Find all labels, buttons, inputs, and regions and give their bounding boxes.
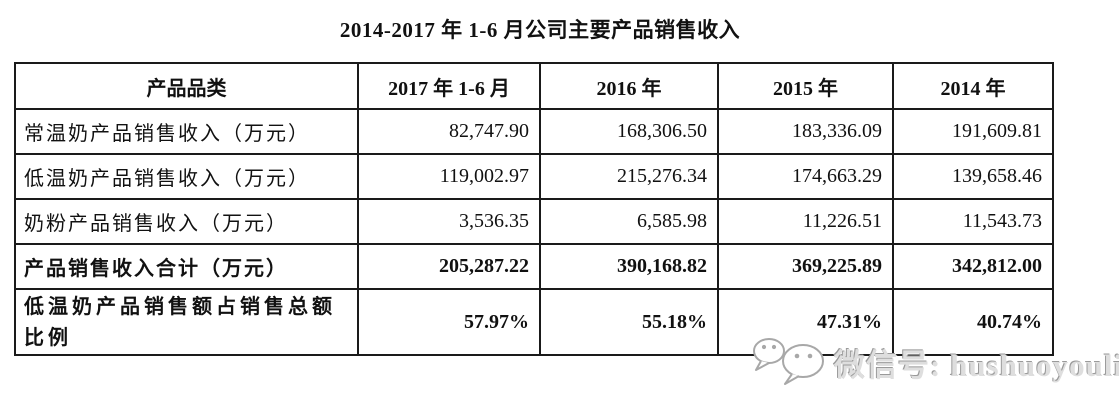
table-header-row: 产品品类 2017 年 1-6 月 2016 年 2015 年 2014 年 — [14, 62, 1054, 110]
cell-value: 205,287.22 — [357, 243, 541, 290]
row-label: 奶粉产品销售收入（万元） — [14, 198, 359, 245]
cell-value: 82,747.90 — [357, 108, 541, 155]
cell-value: 55.18% — [539, 288, 719, 356]
watermark-text: 微信号: hushuoyouli8 — [834, 347, 1119, 383]
page-title: 2014-2017 年 1-6 月公司主要产品销售收入 — [339, 18, 741, 42]
cell-value: 11,543.73 — [892, 198, 1054, 245]
cell-value: 215,276.34 — [539, 153, 719, 200]
table-row: 常温奶产品销售收入（万元） 82,747.90 168,306.50 183,3… — [14, 108, 1054, 155]
wechat-icon — [753, 338, 824, 385]
cell-value: 11,226.51 — [717, 198, 894, 245]
table-row: 低温奶产品销售收入（万元） 119,002.97 215,276.34 174,… — [14, 153, 1054, 200]
table-row: 奶粉产品销售收入（万元） 3,536.35 6,585.98 11,226.51… — [14, 198, 1054, 245]
cell-value: 57.97% — [357, 288, 541, 356]
cell-value: 3,536.35 — [357, 198, 541, 245]
cell-value: 40.74% — [892, 288, 1054, 356]
column-header-2016: 2016 年 — [539, 62, 719, 110]
row-label: 低温奶产品销售额占销售总额 比例 — [14, 288, 359, 356]
row-label: 产品销售收入合计（万元） — [14, 243, 359, 290]
cell-value: 191,609.81 — [892, 108, 1054, 155]
watermark: 微信号: hushuoyouli8 — [752, 332, 1119, 392]
cell-value: 342,812.00 — [892, 243, 1054, 290]
cell-value: 139,658.46 — [892, 153, 1054, 200]
cell-value: 119,002.97 — [357, 153, 541, 200]
product-revenue-table: 产品品类 2017 年 1-6 月 2016 年 2015 年 2014 年 常… — [14, 62, 1054, 356]
cell-value: 183,336.09 — [717, 108, 894, 155]
cell-value: 6,585.98 — [539, 198, 719, 245]
column-header-2017h1: 2017 年 1-6 月 — [357, 62, 541, 110]
row-label: 低温奶产品销售收入（万元） — [14, 153, 359, 200]
cell-value: 390,168.82 — [539, 243, 719, 290]
column-header-2015: 2015 年 — [717, 62, 894, 110]
table-row-total: 产品销售收入合计（万元） 205,287.22 390,168.82 369,2… — [14, 243, 1054, 290]
cell-value: 168,306.50 — [539, 108, 719, 155]
cell-value: 174,663.29 — [717, 153, 894, 200]
row-label: 常温奶产品销售收入（万元） — [14, 108, 359, 155]
column-header-category: 产品品类 — [14, 62, 359, 110]
cell-value: 369,225.89 — [717, 243, 894, 290]
column-header-2014: 2014 年 — [892, 62, 1054, 110]
